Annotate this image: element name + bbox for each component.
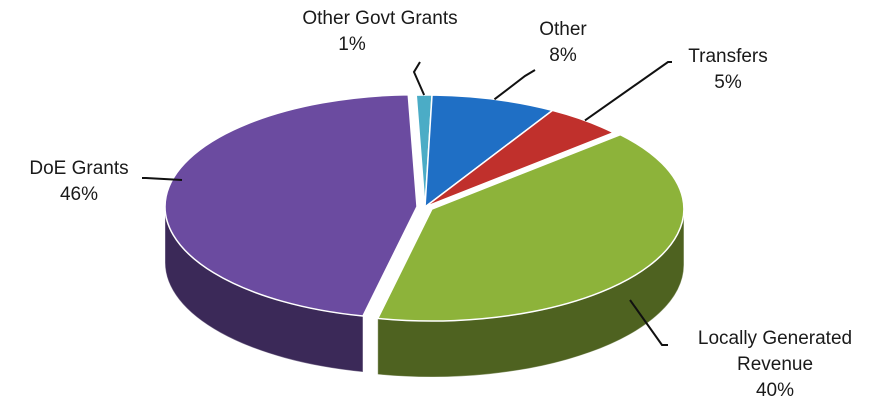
slice-percent-transfers: 5%: [714, 72, 742, 93]
slice-percent-other: 8%: [549, 45, 577, 66]
slice-tops: [164, 93, 685, 322]
leader-line-doe-grants: [142, 177, 183, 181]
leader-lines: [142, 61, 672, 346]
slice-name-locally-generated-revenue-line2: Revenue: [736, 354, 814, 375]
leader-line-other-govt-grants: [412, 61, 426, 96]
slice-name-transfers: Transfers: [688, 46, 768, 67]
slice-name-locally-generated-revenue-line1: Locally Generated: [697, 328, 853, 349]
slice-name-doe-grants: DoE Grants: [29, 158, 129, 179]
label-locally-generated-revenue: Locally Generated Revenue 40%: [668, 326, 882, 404]
slice-locally-generated-revenue: [377, 133, 685, 322]
slice-percent-doe-grants: 46%: [59, 184, 99, 205]
slice-percent-locally-generated-revenue: 40%: [755, 380, 795, 401]
slice-percent-other-govt-grants: 1%: [338, 34, 366, 55]
label-other: Other 8%: [518, 17, 608, 69]
leader-line-other: [493, 69, 536, 101]
label-other-govt-grants: Other Govt Grants 1%: [280, 6, 480, 58]
slice-name-other: Other: [539, 19, 587, 40]
leader-line-locally-generated-revenue: [629, 299, 668, 346]
slice-name-other-govt-grants: Other Govt Grants: [302, 8, 458, 29]
label-transfers: Transfers 5%: [668, 44, 788, 96]
slice-doe-grants: [164, 93, 418, 317]
leader-line-transfers: [584, 61, 672, 122]
label-doe-grants: DoE Grants 46%: [14, 156, 144, 208]
